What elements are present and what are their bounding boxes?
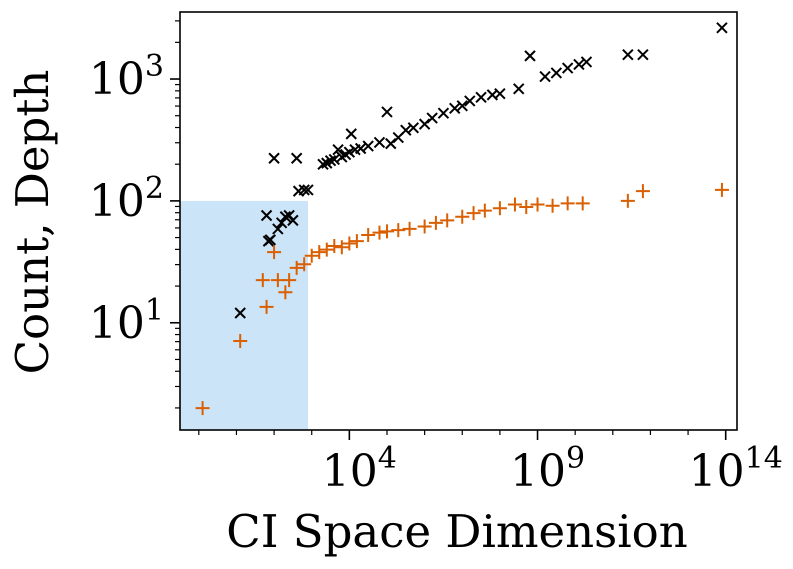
depth-point	[304, 248, 319, 263]
count-point	[475, 91, 487, 104]
count-point	[362, 140, 374, 152]
count-point	[400, 124, 412, 136]
depth-point	[255, 273, 270, 288]
count-point	[407, 122, 420, 134]
depth-point	[417, 219, 432, 234]
depth-point	[327, 238, 342, 253]
count-point	[324, 154, 337, 167]
y-tick-label: 103	[89, 49, 164, 105]
y-tick-label: 102	[89, 171, 164, 227]
depth-point	[278, 285, 293, 300]
count-point	[343, 146, 356, 158]
count-point	[418, 118, 431, 130]
count-point	[539, 70, 551, 83]
depth-point	[342, 236, 357, 251]
depth-point	[477, 203, 492, 218]
count-point	[345, 128, 357, 140]
count-point	[573, 58, 585, 71]
plot-frame	[179, 11, 738, 431]
depth-point	[267, 245, 282, 260]
count-point	[524, 50, 536, 62]
depth-point	[635, 184, 650, 199]
depth-point	[428, 215, 443, 230]
x-tick-label: 104	[322, 441, 397, 497]
count-point	[385, 137, 397, 150]
count-point	[449, 102, 461, 114]
count-point	[264, 234, 277, 246]
depth-point	[575, 196, 590, 211]
depth-point	[372, 225, 387, 240]
points-layer	[195, 22, 729, 416]
count-point	[317, 158, 329, 171]
depth-point	[233, 334, 248, 349]
count-point	[513, 83, 525, 95]
depth-point	[545, 198, 560, 213]
count-point	[268, 152, 280, 164]
depth-point	[507, 197, 522, 212]
count-point	[716, 22, 728, 34]
count-point	[464, 95, 476, 107]
count-point	[272, 223, 284, 235]
count-point	[260, 209, 273, 222]
count-point	[298, 184, 310, 196]
count-point	[580, 56, 593, 68]
depth-point	[361, 228, 376, 243]
depth-point	[391, 223, 406, 238]
depth-point	[289, 260, 304, 275]
depth-point	[519, 199, 534, 214]
depth-point	[560, 196, 575, 211]
y-axis-label: Count, Depth	[6, 70, 59, 375]
depth-point	[440, 213, 455, 228]
count-point	[354, 142, 367, 155]
count-point	[494, 87, 506, 100]
depth-point	[297, 257, 312, 272]
depth-point	[334, 240, 349, 255]
count-point	[437, 107, 450, 119]
depth-point	[714, 182, 729, 197]
depth-point	[492, 201, 507, 216]
count-point	[287, 214, 299, 227]
count-point	[279, 211, 292, 223]
count-point	[550, 67, 563, 79]
count-point	[456, 100, 468, 112]
depth-point	[455, 209, 470, 224]
depth-point	[319, 242, 334, 257]
ticks-layer: 104 109 1014 101 102 103	[89, 20, 783, 497]
y-tick-label: 101	[89, 293, 164, 349]
depth-point	[349, 234, 364, 249]
count-point	[373, 136, 386, 149]
count-point	[426, 112, 438, 124]
count-point	[622, 48, 634, 61]
count-point	[561, 62, 574, 74]
depth-point	[259, 299, 274, 314]
x-tick-label: 109	[510, 441, 585, 497]
depth-point	[282, 273, 297, 288]
count-point	[637, 48, 649, 61]
count-point	[290, 152, 303, 164]
x-tick-label: 1014	[689, 441, 783, 497]
depth-point	[466, 206, 481, 221]
depth-point	[312, 245, 327, 260]
depth-point	[402, 221, 417, 236]
x-axis-label: CI Space Dimension	[226, 505, 687, 558]
depth-point	[530, 197, 545, 212]
count-point	[302, 184, 314, 196]
count-point	[234, 307, 246, 319]
count-point	[328, 153, 341, 166]
count-point	[332, 144, 344, 156]
depth-point	[195, 401, 210, 416]
depth-point	[379, 224, 394, 239]
count-point	[381, 106, 393, 118]
depth-point	[620, 193, 635, 208]
